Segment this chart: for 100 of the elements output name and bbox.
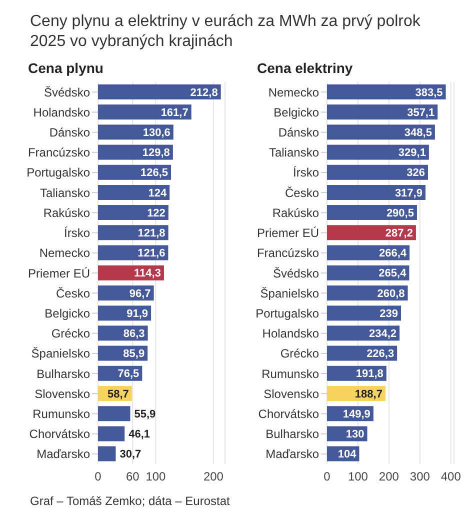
data-label: 104 xyxy=(338,448,358,461)
y-tick-label: Francúzsko xyxy=(28,146,90,160)
bar xyxy=(327,164,428,180)
y-tick-label: Maďarsko xyxy=(36,447,90,462)
data-label: 234,2 xyxy=(369,328,397,340)
bar xyxy=(98,84,221,100)
data-label: 91,9 xyxy=(126,308,148,320)
bar xyxy=(327,306,402,321)
y-tick-label: Chorvátsko xyxy=(29,427,90,442)
y-tick-label: Dánsko xyxy=(278,126,320,140)
data-label: 260,8 xyxy=(377,288,405,300)
y-tick-label: Dánsko xyxy=(49,126,90,140)
y-tick-label: Bulharsko xyxy=(266,427,320,442)
y-tick-label: Česko xyxy=(284,186,320,200)
y-tick-label: Maďarsko xyxy=(266,447,320,462)
data-label: 121,8 xyxy=(138,228,166,240)
y-tick-label: Priemer EÚ xyxy=(256,226,319,240)
x-tick-label: 300 xyxy=(410,470,430,484)
x-tick-label: 0 xyxy=(324,470,331,484)
y-tick-label: Taliansko xyxy=(40,186,90,200)
y-tick-label: Slovensko xyxy=(34,386,90,401)
y-tick-label: Slovensko xyxy=(264,386,320,401)
data-label: 149,9 xyxy=(342,408,370,420)
data-label: 161,7 xyxy=(160,106,188,119)
data-label: 329,1 xyxy=(398,147,426,160)
data-label: 226,3 xyxy=(366,348,394,360)
chart-title: Cena elektriny xyxy=(257,60,354,76)
y-tick-label: Belgicko xyxy=(44,306,90,320)
y-tick-label: Rumunsko xyxy=(32,406,90,421)
y-tick-label: Bulharsko xyxy=(36,366,90,381)
data-label: 287,2 xyxy=(385,228,413,240)
data-label: 326 xyxy=(406,167,425,180)
y-tick-label: Nemecko xyxy=(39,246,90,260)
y-tick-label: Španielsko xyxy=(31,346,90,361)
y-tick-label: Portugalsko xyxy=(256,306,320,320)
data-label: 317,9 xyxy=(394,187,422,200)
y-tick-label: Česko xyxy=(56,286,90,300)
x-tick-label: 60 xyxy=(126,470,140,484)
x-tick-label: 100 xyxy=(348,470,368,484)
y-tick-label: Taliansko xyxy=(268,146,320,160)
y-tick-label: Portugalsko xyxy=(26,166,90,180)
data-label: 188,7 xyxy=(354,388,382,400)
y-tick-label: Holandsko xyxy=(33,105,90,120)
data-label: 266,4 xyxy=(378,248,408,260)
x-tick-label: 100 xyxy=(146,470,166,484)
data-label: 46,1 xyxy=(128,428,150,441)
bar xyxy=(98,446,116,462)
y-tick-label: Belgicko xyxy=(274,105,320,120)
bar xyxy=(98,205,168,220)
data-label: 191,8 xyxy=(356,368,384,380)
y-tick-label: Grécko xyxy=(51,326,90,341)
data-label: 130,6 xyxy=(142,126,170,139)
y-tick-label: Rakúsko xyxy=(272,206,320,220)
data-label: 265,4 xyxy=(378,268,408,280)
bar xyxy=(98,406,130,422)
y-tick-label: Švédsko xyxy=(44,85,90,100)
y-tick-label: Grécko xyxy=(280,346,320,361)
data-label: 212,8 xyxy=(190,86,218,99)
bar xyxy=(327,184,426,200)
text: Graf – Tomáš Zemko; dáta – Eurostat xyxy=(29,493,231,508)
data-label: 121,6 xyxy=(138,248,166,260)
bar xyxy=(327,225,416,240)
data-label: 383,5 xyxy=(415,86,443,99)
y-tick-label: Španielsko xyxy=(260,286,320,300)
bar xyxy=(327,144,429,160)
data-label: 114,3 xyxy=(134,268,161,280)
bar xyxy=(98,184,170,200)
data-label: 348,5 xyxy=(404,126,432,139)
data-label: 85,9 xyxy=(123,348,145,360)
bar xyxy=(98,104,192,120)
y-tick-label: Francúzsko xyxy=(256,246,320,260)
data-label: 126,5 xyxy=(140,167,168,180)
y-tick-label: Nemecko xyxy=(268,85,320,100)
data-label: 124 xyxy=(148,187,168,200)
bar xyxy=(98,426,125,442)
y-tick-label: Chorvátsko xyxy=(258,406,320,421)
bar xyxy=(327,205,417,220)
x-tick-label: 200 xyxy=(203,470,224,484)
data-label: 86,3 xyxy=(123,328,145,340)
data-label: 58,7 xyxy=(107,388,129,400)
data-label: 130 xyxy=(346,428,364,441)
x-tick-label: 200 xyxy=(378,470,400,484)
y-tick-label: Rakúsko xyxy=(43,206,90,220)
text: Ceny plynu a elektriny v eurách za MWh za prvý polrok 2025 vo vybraných krajinách xyxy=(29,12,422,52)
data-label: 129,8 xyxy=(142,147,170,160)
data-label: 76,5 xyxy=(118,368,140,380)
chart-title: Cena plynu xyxy=(28,60,104,76)
bar xyxy=(327,124,435,140)
data-label: 290,5 xyxy=(386,207,414,220)
bar xyxy=(327,104,438,120)
data-label: 96,7 xyxy=(129,288,151,300)
data-label: 122 xyxy=(147,207,166,220)
bar xyxy=(327,84,446,100)
x-tick-label: 400 xyxy=(440,470,462,484)
data-label: 239 xyxy=(380,308,398,320)
y-tick-label: Rumunsko xyxy=(262,366,320,381)
y-tick-label: Írsko xyxy=(64,226,90,240)
data-label: 357,1 xyxy=(407,106,435,119)
data-label: 30,7 xyxy=(120,448,142,461)
y-tick-label: Priemer EÚ xyxy=(28,266,90,280)
